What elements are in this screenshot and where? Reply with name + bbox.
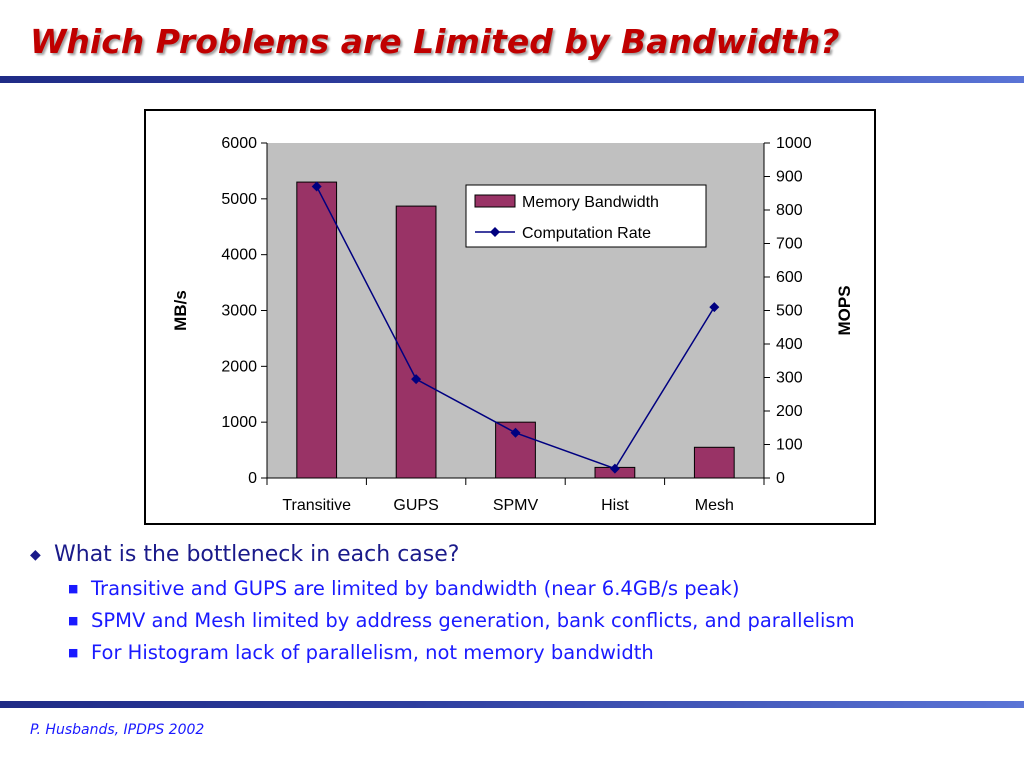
y-tick-label-right: 0 [776, 470, 785, 487]
x-tick-label: SPMV [493, 497, 539, 514]
footer-divider [0, 701, 1024, 708]
y-tick-label-right: 100 [776, 437, 803, 454]
point-computation-rate [411, 374, 422, 385]
point-computation-rate [311, 181, 322, 192]
legend-bar-swatch [474, 194, 516, 208]
y-tick-label-right: 800 [776, 202, 803, 219]
y-tick-label-left: 2000 [221, 358, 257, 375]
diamond-bullet-icon: ◆ [30, 547, 41, 563]
y-axis-title-left: MB/s [171, 290, 190, 331]
sub-bullet-3: ■ For Histogram lack of parallelism, not… [28, 640, 1008, 666]
sub-bullet-1: ■ Transitive and GUPS are limited by ban… [28, 576, 1008, 602]
footer-citation: P. Husbands, IPDPS 2002 [30, 722, 205, 738]
bullet-main: ◆ What is the bottleneck in each case? [28, 540, 1008, 570]
y-tick-label-left: 3000 [221, 303, 257, 320]
legend-line-marker [490, 227, 500, 237]
y-tick-label-right: 600 [776, 269, 803, 286]
y-tick-label-right: 1000 [776, 135, 812, 152]
legend-label: Memory Bandwidth [522, 194, 659, 211]
sub-bullet-text: SPMV and Mesh limited by address generat… [91, 609, 855, 632]
sub-bullet-text: Transitive and GUPS are limited by bandw… [91, 577, 740, 600]
y-tick-label-right: 400 [776, 336, 803, 353]
y-tick-label-right: 500 [776, 303, 803, 320]
x-tick-label: Mesh [695, 497, 734, 514]
x-tick-label: Hist [601, 497, 629, 514]
title-divider [0, 76, 1024, 83]
sub-bullet-text: For Histogram lack of parallelism, not m… [91, 641, 654, 664]
y-tick-label-right: 700 [776, 236, 803, 253]
y-tick-label-right: 200 [776, 403, 803, 420]
point-computation-rate [510, 427, 521, 438]
y-tick-label-left: 0 [248, 470, 257, 487]
y-tick-label-right: 300 [776, 370, 803, 387]
x-tick-label: Transitive [282, 497, 351, 514]
y-tick-label-left: 4000 [221, 247, 257, 264]
bar-memory-bandwidth [395, 205, 437, 479]
square-bullet-icon: ■ [68, 646, 79, 659]
square-bullet-icon: ■ [68, 582, 79, 595]
y-tick-label-left: 1000 [221, 414, 257, 431]
slide-title: Which Problems are Limited by Bandwidth? [30, 22, 840, 61]
point-computation-rate [709, 302, 720, 313]
bar-memory-bandwidth [693, 446, 735, 479]
y-tick-label-right: 900 [776, 169, 803, 186]
bullet-main-text: What is the bottleneck in each case? [54, 542, 460, 567]
x-tick-label: GUPS [393, 497, 438, 514]
bullet-list: ◆ What is the bottleneck in each case? ■… [28, 540, 1008, 666]
point-computation-rate [609, 463, 620, 474]
legend-label: Computation Rate [522, 225, 651, 242]
square-bullet-icon: ■ [68, 614, 79, 627]
y-tick-label-left: 6000 [221, 135, 257, 152]
sub-bullet-2: ■ SPMV and Mesh limited by address gener… [28, 608, 1008, 634]
y-tick-label-left: 5000 [221, 191, 257, 208]
bar-memory-bandwidth [296, 181, 338, 479]
bandwidth-chart: 0 1000 2000 3000 4000 5000 6000 0 100 200 300 400 50… [171, 135, 854, 514]
chart-frame: 0 1000 2000 3000 4000 5000 6000 0 100 200 300 400 50… [144, 109, 876, 525]
y-axis-title-right: MOPS [835, 285, 854, 335]
